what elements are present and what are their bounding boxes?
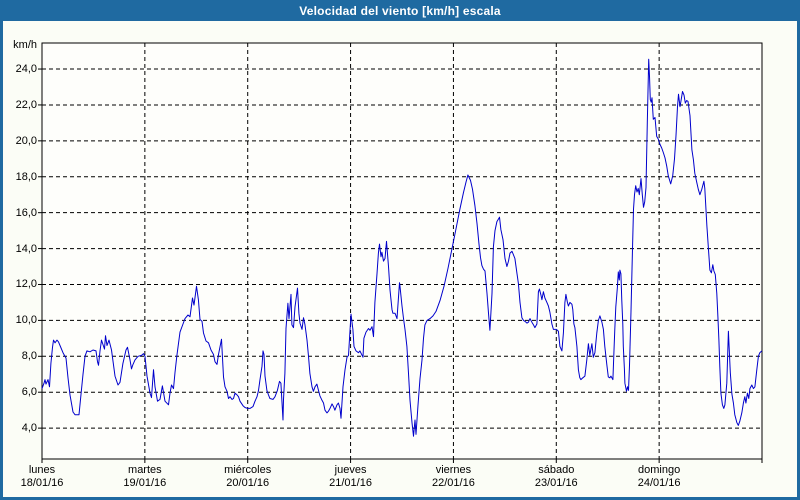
x-day-label: sábado 23/01/16 [508, 464, 604, 490]
day-date: 19/01/16 [123, 477, 167, 489]
x-day-label: martes 19/01/16 [97, 464, 193, 490]
day-date: 21/01/16 [329, 477, 372, 489]
x-day-label: domingo 24/01/16 [611, 464, 707, 490]
y-tick-label: 8,0 [21, 350, 37, 363]
day-date: 23/01/16 [534, 477, 578, 489]
y-tick-label: 24,0 [15, 63, 37, 76]
day-name: sábado [538, 464, 575, 476]
day-date: 22/01/16 [432, 477, 475, 489]
day-date: 20/01/16 [226, 477, 270, 489]
day-name: domingo [638, 464, 681, 476]
x-day-label: lunes 18/01/16 [0, 464, 90, 490]
day-name: viernes [435, 464, 472, 476]
y-tick-label: 20,0 [15, 134, 37, 147]
day-date: 18/01/16 [20, 477, 64, 489]
day-name: miércoles [224, 464, 272, 476]
y-tick-label: 22,0 [15, 98, 37, 111]
y-tick-label: 14,0 [15, 242, 37, 255]
y-tick-label: 12,0 [15, 278, 37, 291]
wind-speed-line [41, 58, 763, 437]
day-date: 24/01/16 [637, 477, 681, 489]
day-name: jueves [334, 464, 367, 476]
x-day-label: viernes 22/01/16 [405, 464, 501, 490]
window-title: Velocidad del viento [km/h] escala [299, 3, 501, 18]
y-tick-label: 6,0 [21, 386, 37, 399]
y-tick-label: 18,0 [15, 170, 37, 183]
day-name: martes [128, 464, 162, 476]
y-tick-label: 16,0 [15, 206, 37, 219]
plot-border [41, 42, 763, 460]
y-tick-label: 10,0 [15, 314, 37, 327]
day-name: lunes [28, 464, 56, 476]
y-tick-label: 4,0 [21, 422, 37, 435]
window-titlebar: Velocidad del viento [km/h] escala [0, 0, 800, 21]
x-day-label: miércoles 20/01/16 [200, 464, 296, 490]
y-axis-unit-label: km/h [13, 39, 37, 51]
x-day-label: jueves 21/01/16 [303, 464, 399, 490]
